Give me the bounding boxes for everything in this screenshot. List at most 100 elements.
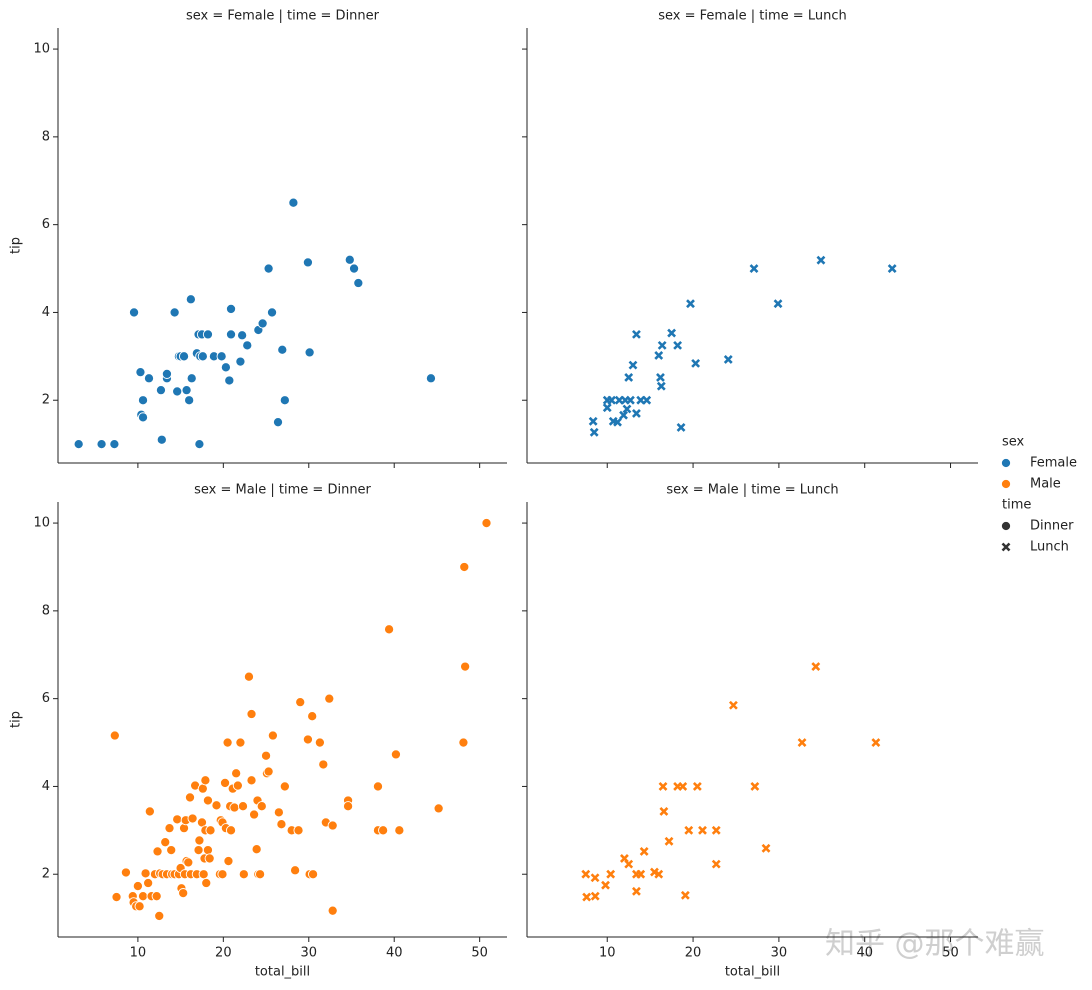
- point: [128, 307, 140, 318]
- point: [642, 395, 652, 405]
- point: [622, 404, 632, 414]
- point: [632, 408, 641, 418]
- point: [279, 395, 290, 406]
- point: [279, 781, 290, 792]
- point: [256, 801, 267, 812]
- point: [344, 254, 355, 265]
- point: [211, 800, 222, 811]
- point: [223, 856, 234, 867]
- point: [202, 845, 214, 856]
- point: [887, 264, 897, 273]
- point: [156, 434, 167, 445]
- point: [636, 869, 646, 879]
- point: [680, 890, 690, 900]
- point: [217, 869, 228, 880]
- point: [137, 412, 149, 423]
- panel-title: sex = Male | time = Lunch: [666, 483, 838, 498]
- point: [202, 329, 214, 340]
- point: [152, 846, 163, 857]
- point: [307, 869, 319, 880]
- point: [144, 806, 155, 817]
- x-tick-label: 20: [215, 946, 232, 961]
- legend-title: sex: [1002, 435, 1025, 450]
- point: [255, 869, 266, 880]
- point: [263, 766, 274, 777]
- point: [132, 881, 143, 892]
- point: [219, 777, 231, 788]
- legend-swatch: [1000, 457, 1012, 469]
- point: [686, 299, 695, 309]
- point: [324, 693, 335, 704]
- point: [96, 439, 107, 450]
- point: [224, 375, 235, 386]
- point: [178, 351, 190, 362]
- point: [302, 734, 313, 745]
- point: [582, 892, 592, 902]
- legend-label: Dinner: [1030, 519, 1074, 534]
- point: [589, 427, 599, 437]
- point: [143, 373, 155, 384]
- y-axis-label: tip: [9, 711, 24, 728]
- point: [318, 759, 329, 770]
- point: [202, 795, 214, 806]
- point: [632, 886, 641, 896]
- point: [257, 318, 268, 329]
- point: [194, 835, 205, 846]
- point: [186, 373, 197, 384]
- watermark: 知乎 @那个难赢: [825, 927, 1045, 962]
- point: [723, 354, 733, 364]
- point: [590, 873, 600, 883]
- x-tick-label: 10: [599, 946, 616, 961]
- y-tick-label: 10: [33, 42, 50, 57]
- point: [151, 891, 162, 902]
- point: [624, 859, 634, 869]
- x-tick-label: 30: [301, 946, 318, 961]
- y-tick-label: 10: [33, 516, 50, 531]
- point: [676, 423, 686, 432]
- point: [349, 263, 360, 274]
- point: [684, 825, 694, 835]
- point: [205, 825, 216, 836]
- point: [222, 737, 233, 748]
- point: [154, 910, 165, 921]
- point: [797, 738, 807, 747]
- point: [172, 386, 183, 397]
- point: [161, 368, 172, 379]
- point: [135, 367, 146, 378]
- point: [302, 257, 313, 268]
- point: [667, 328, 677, 338]
- point: [266, 307, 278, 318]
- point: [691, 358, 701, 368]
- point: [327, 820, 338, 831]
- point: [249, 809, 260, 820]
- point: [590, 891, 600, 901]
- point: [237, 330, 248, 341]
- x-tick-label: 50: [471, 946, 488, 961]
- legend-swatch: [1001, 542, 1011, 552]
- point: [658, 782, 668, 791]
- point: [276, 819, 287, 830]
- point: [246, 775, 257, 786]
- point: [304, 347, 315, 358]
- point: [229, 802, 240, 813]
- point: [343, 801, 354, 812]
- point: [293, 825, 304, 836]
- point: [606, 869, 616, 879]
- point: [372, 781, 384, 792]
- point: [307, 711, 318, 722]
- x-axis-label: total_bill: [725, 965, 780, 980]
- point: [232, 780, 243, 791]
- point: [225, 825, 237, 836]
- point: [678, 782, 688, 791]
- point: [664, 836, 674, 846]
- point: [613, 417, 622, 427]
- x-tick-label: 20: [685, 946, 702, 961]
- point: [120, 867, 131, 878]
- point: [194, 439, 205, 450]
- point: [238, 869, 249, 880]
- point: [394, 825, 405, 836]
- point: [871, 738, 881, 747]
- point: [169, 307, 180, 318]
- point: [619, 410, 628, 420]
